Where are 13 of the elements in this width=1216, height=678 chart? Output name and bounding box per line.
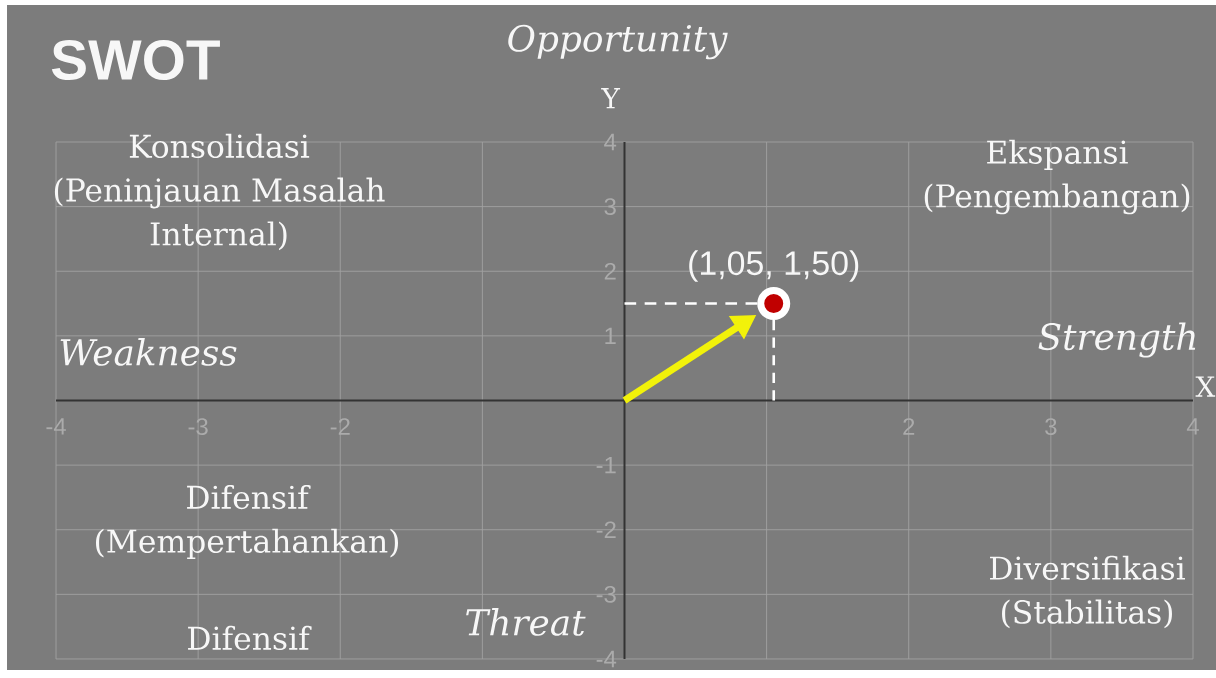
annotation: Strength [1038,322,1196,358]
annotation: Difensif (Mempertahankan) [95,484,399,560]
annotation: Diversifikasi (Stabilitas) [990,555,1186,629]
data-label: (1,05, 1,50) [689,250,859,282]
text: Opportunity [508,24,728,60]
annotation: Threat [466,608,586,636]
y-axis-title: Y [601,88,621,109]
annotation: Ekspansi (Pengembangan) [924,139,1190,215]
x-axis-title: X [1195,376,1216,397]
annotation: Weakness [60,338,237,366]
chart-title: SWOT [51,39,220,81]
annotation: Konsolidasi (Peninjauan Masalah Internal) [54,133,385,251]
annotation: Difensif [188,625,312,651]
